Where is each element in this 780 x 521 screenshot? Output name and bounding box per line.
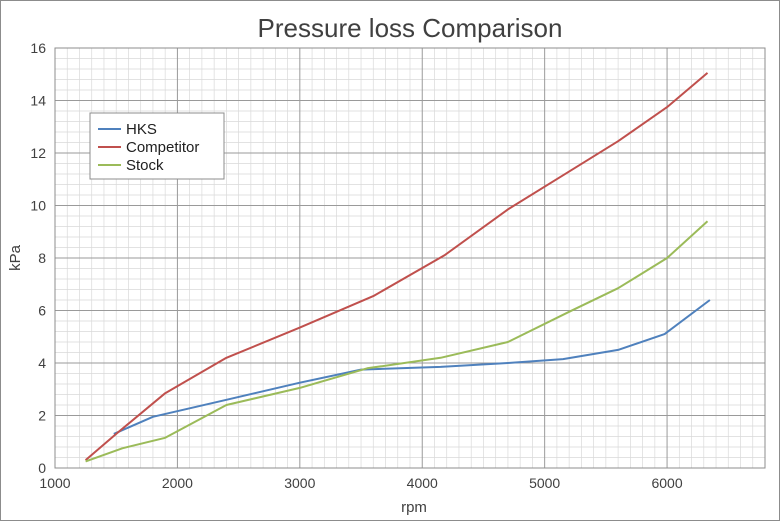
- y-tick-label: 10: [30, 198, 46, 214]
- y-tick-label: 16: [30, 40, 46, 56]
- series-line-competitor: [84, 72, 709, 461]
- legend-label-stock: Stock: [126, 157, 164, 174]
- series-line-stock: [85, 220, 709, 463]
- x-tick-label: 3000: [284, 475, 315, 491]
- x-axis-title: rpm: [401, 499, 427, 516]
- y-tick-label: 12: [30, 145, 46, 161]
- x-tick-label: 1000: [39, 475, 70, 491]
- y-tick-label: 0: [38, 460, 46, 476]
- chart-title: Pressure loss Comparison: [258, 13, 563, 43]
- y-tick-label: 4: [38, 355, 46, 371]
- series-line-hks: [113, 299, 711, 435]
- series-lines: [84, 72, 711, 463]
- x-tick-label: 4000: [407, 475, 438, 491]
- x-axis-tick-labels: 1000 2000 3000 4000 5000 6000: [39, 475, 682, 491]
- y-tick-label: 14: [30, 93, 46, 109]
- x-tick-label: 6000: [651, 475, 682, 491]
- plot-area-border: [54, 47, 766, 469]
- legend: HKS Competitor Stock: [89, 112, 225, 180]
- y-axis-title: kPa: [7, 244, 24, 271]
- x-tick-label: 5000: [529, 475, 560, 491]
- y-tick-label: 8: [38, 250, 46, 266]
- legend-label-hks: HKS: [126, 121, 157, 138]
- y-axis-tick-labels: 0 2 4 6 8 10 12 14 16: [30, 40, 46, 476]
- x-tick-label: 2000: [162, 475, 193, 491]
- legend-label-competitor: Competitor: [126, 139, 199, 156]
- y-tick-label: 2: [38, 408, 46, 424]
- y-tick-label: 6: [38, 303, 46, 319]
